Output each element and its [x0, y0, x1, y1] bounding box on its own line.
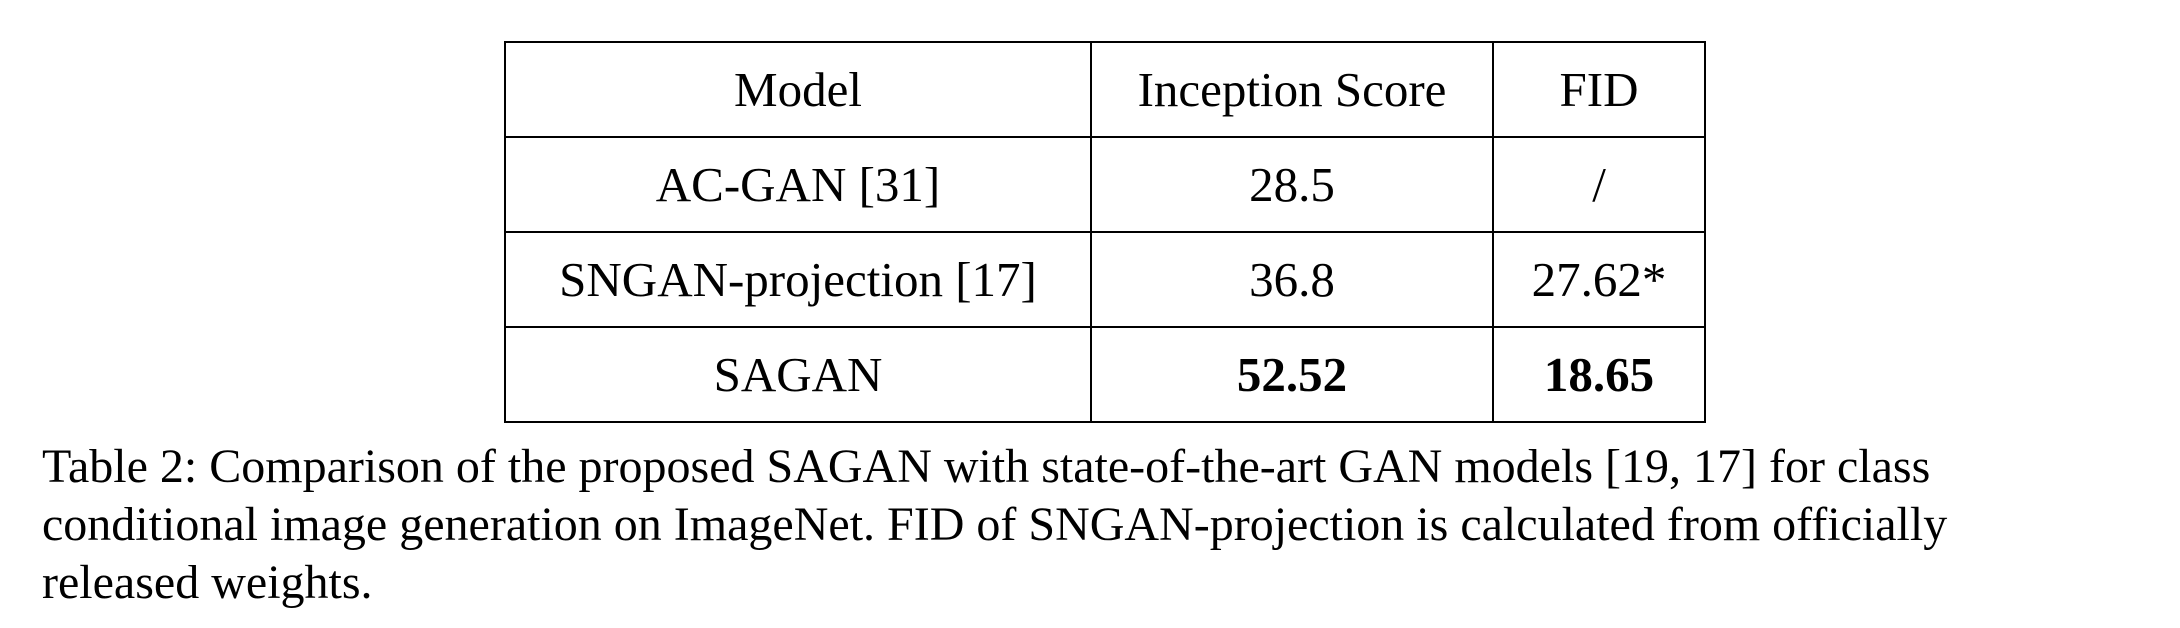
table-caption: Table 2: Comparison of the proposed SAGA… — [42, 440, 1948, 609]
cell-model: SNGAN-projection [17] — [504, 231, 1092, 328]
header-model: Model — [504, 41, 1092, 138]
header-inception-score: Inception Score — [1090, 41, 1494, 138]
cell-fid-best: 18.65 — [1492, 326, 1706, 423]
table-header-row: Model Inception Score FID — [504, 41, 1706, 138]
cell-fid: 27.62* — [1492, 231, 1706, 328]
header-fid: FID — [1492, 41, 1706, 138]
cell-inception-score: 36.8 — [1090, 231, 1494, 328]
table-row: SAGAN 52.52 18.65 — [504, 326, 1706, 423]
cell-inception-score: 28.5 — [1090, 136, 1494, 233]
results-table: Model Inception Score FID AC-GAN [31] 28… — [504, 41, 1706, 423]
cell-model: AC-GAN [31] — [504, 136, 1092, 233]
cell-model: SAGAN — [504, 326, 1092, 423]
table-row: AC-GAN [31] 28.5 / — [504, 136, 1706, 233]
table-row: SNGAN-projection [17] 36.8 27.62* — [504, 231, 1706, 328]
cell-inception-score-best: 52.52 — [1090, 326, 1494, 423]
cell-fid: / — [1492, 136, 1706, 233]
